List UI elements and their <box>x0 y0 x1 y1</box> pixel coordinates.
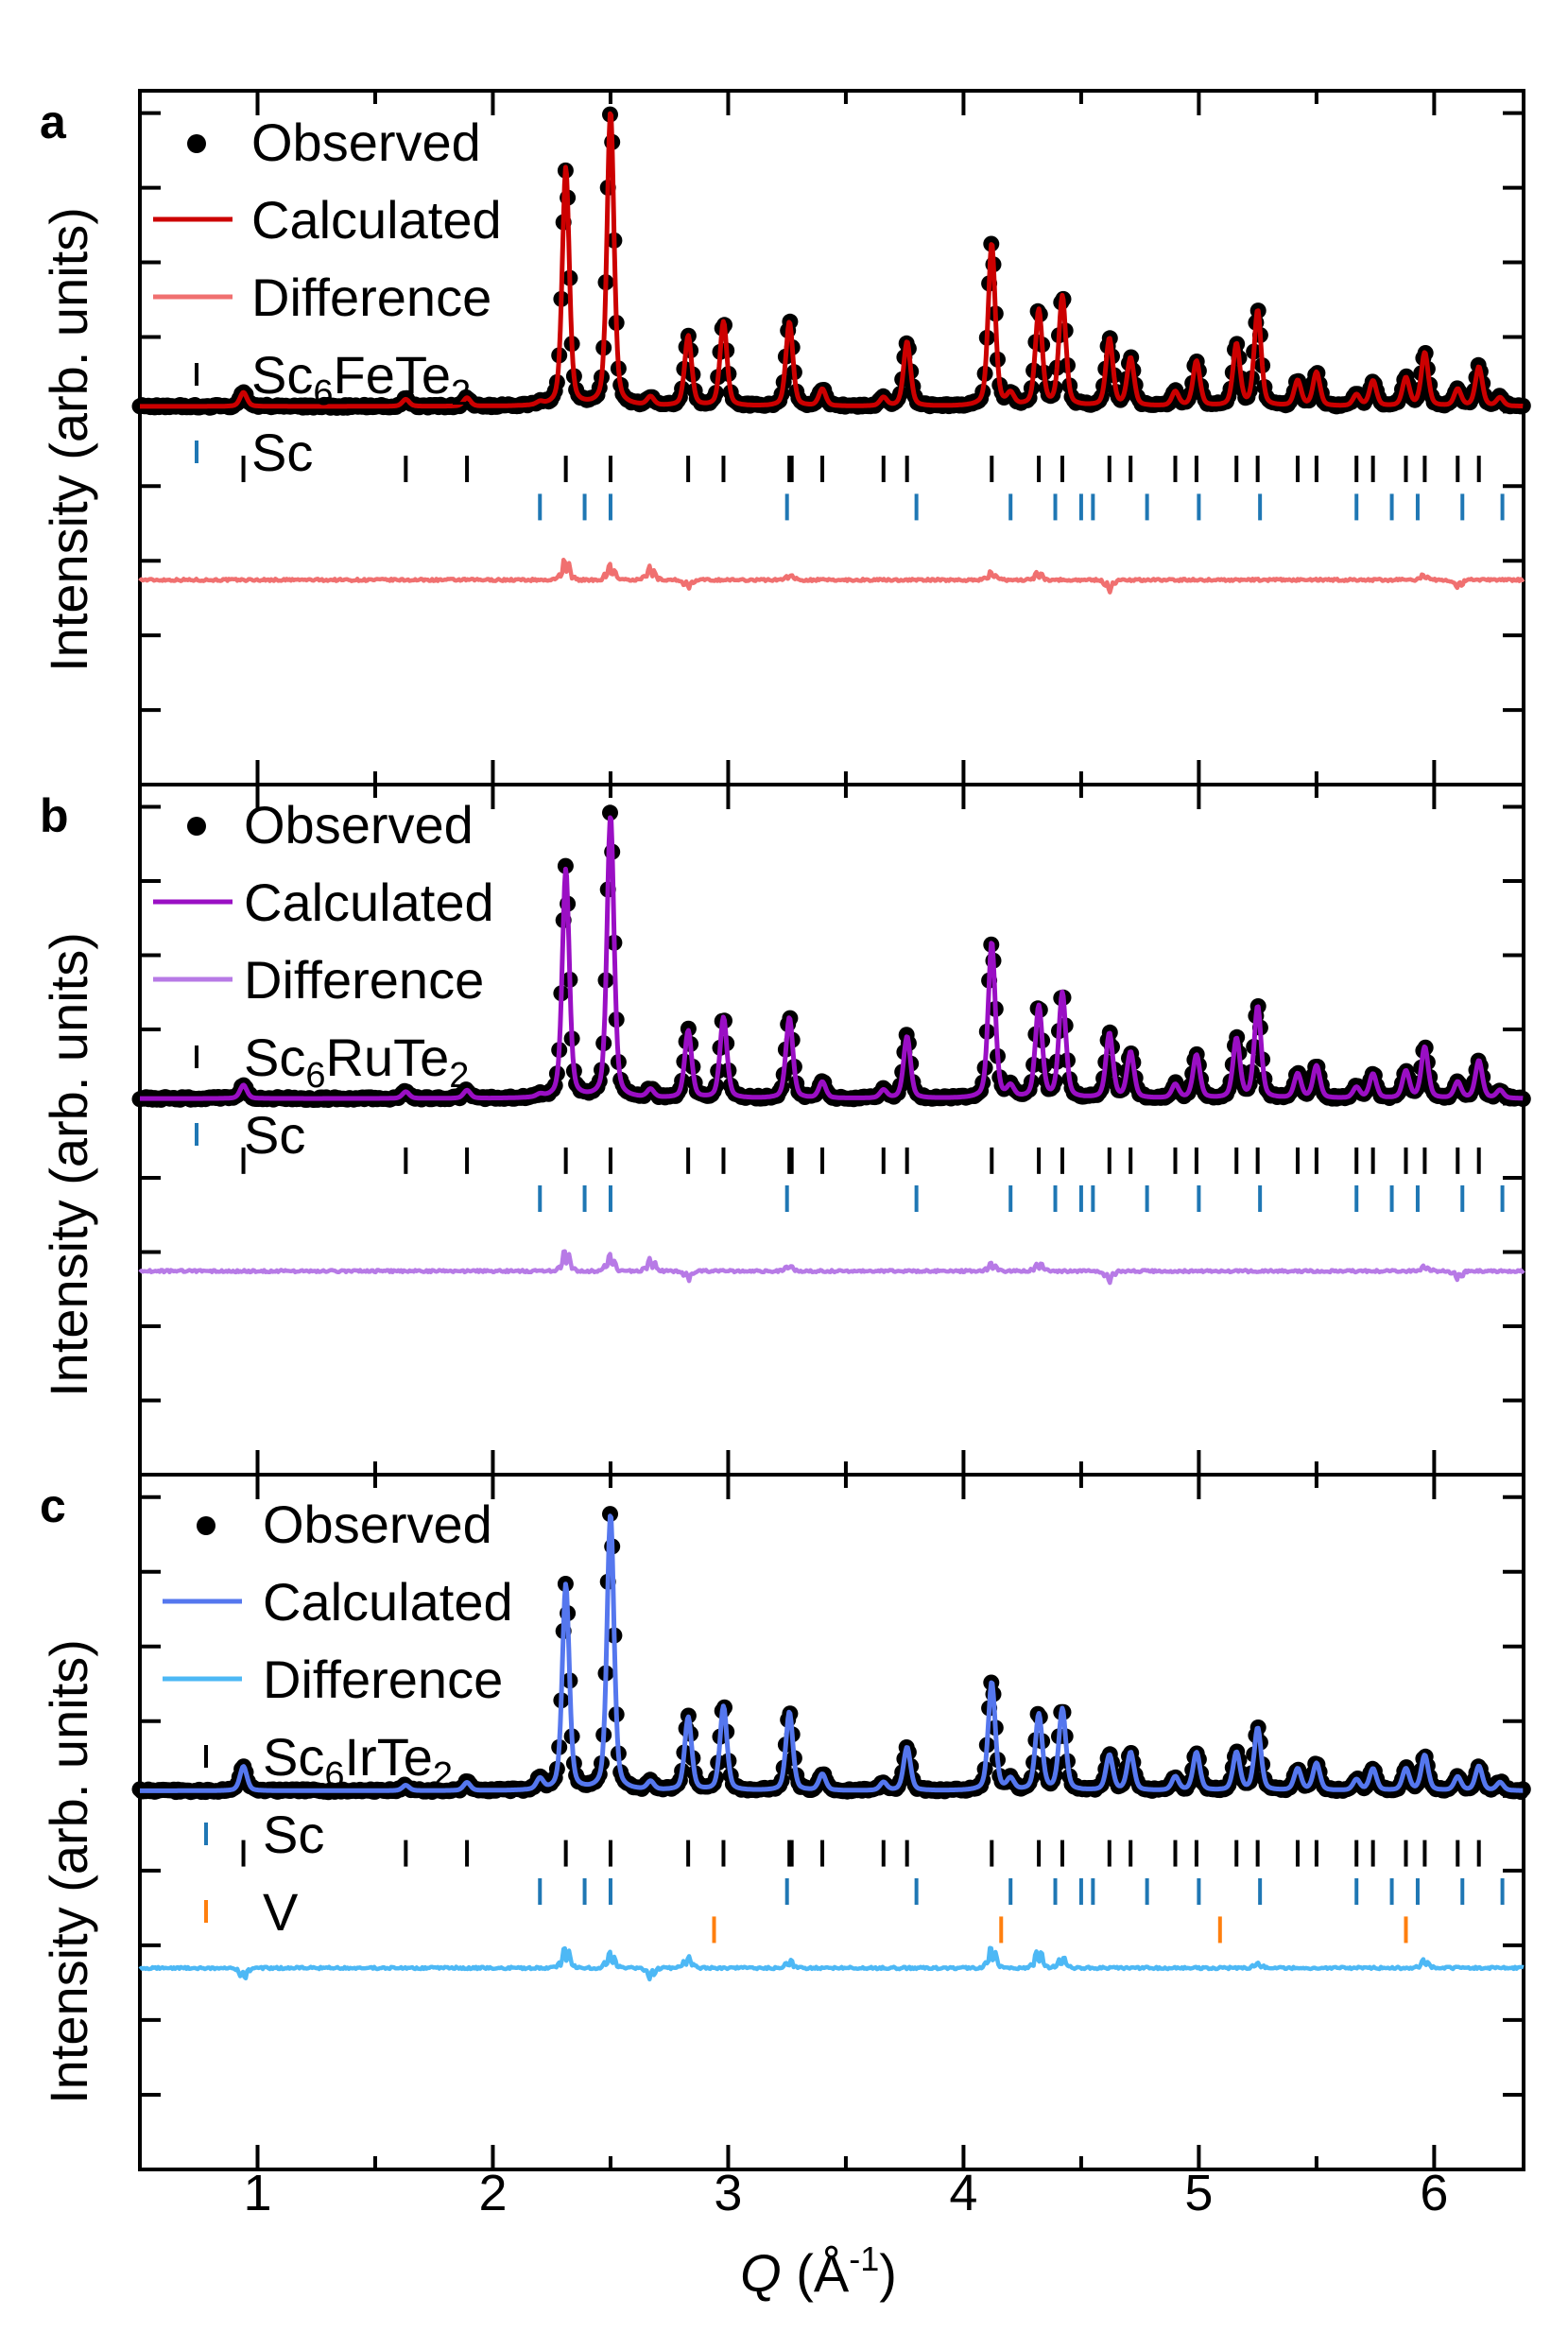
reflection-ticks-sc6rute2 <box>241 1147 1481 1174</box>
plot-frame <box>138 1473 1525 2171</box>
reflection-ticks-sc <box>538 1878 1505 1905</box>
x-tick-label: 6 <box>1420 2165 1448 2221</box>
x-tick-label: 1 <box>243 2165 271 2221</box>
x-tick-label: 4 <box>949 2165 977 2221</box>
difference-series <box>138 1249 1525 1286</box>
reflection-ticks-sc6fete2 <box>241 456 1481 483</box>
legend-label: Sc <box>251 423 313 482</box>
legend-label: Sc <box>244 1105 305 1165</box>
legend-marker <box>187 817 206 836</box>
observed-point <box>602 804 618 821</box>
observed-point <box>1514 1091 1531 1107</box>
legend: Observed Calculated Difference Sc6FeTe2 Sc <box>153 112 502 482</box>
reflection-ticks-v <box>712 1916 1408 1944</box>
difference-series <box>138 558 1525 595</box>
reflection-ticks-sc <box>538 1185 1505 1212</box>
y-axis-label-b: Intensity (arb. units) <box>39 932 98 1397</box>
legend-label: Difference <box>244 950 484 1010</box>
calculated-series <box>138 111 1525 409</box>
x-tick-label: 5 <box>1184 2165 1213 2221</box>
panel-letter: b <box>40 789 69 842</box>
legend-label: Calculated <box>251 190 502 250</box>
legend-label: Calculated <box>244 873 494 932</box>
legend: Observed Calculated Difference Sc6RuTe2 Sc <box>153 795 494 1165</box>
calculated-series <box>138 815 1525 1101</box>
panel-letter: a <box>40 95 67 148</box>
x-tick-label: 2 <box>478 2165 507 2221</box>
calculated-series <box>138 1513 1525 1793</box>
legend-label: Observed <box>244 795 474 855</box>
legend-label: V <box>263 1882 299 1942</box>
legend-label: Observed <box>251 112 481 172</box>
observed-point <box>557 857 574 874</box>
legend-label: Calculated <box>263 1572 513 1632</box>
legend-label: Sc6RuTe2 <box>244 1028 469 1096</box>
legend-label: Difference <box>251 268 491 327</box>
reflection-ticks-sc6irte2 <box>241 1840 1481 1867</box>
legend-label: Sc <box>263 1805 324 1864</box>
difference-series <box>138 1945 1525 1982</box>
legend: Observed Calculated Difference Sc6IrTe2 Sc V <box>163 1495 513 1942</box>
x-tick-label: 3 <box>714 2165 742 2221</box>
panel-b: b Observed Calculated Difference Sc6RuTe2 Sc <box>40 783 1531 1477</box>
legend-label: Difference <box>263 1650 503 1709</box>
legend-label: Sc6IrTe2 <box>263 1727 453 1795</box>
panel-c: c Observed Calculated Difference Sc6IrTe2 Sc V <box>40 1473 1531 2171</box>
y-axis-label-a: Intensity (arb. units) <box>39 207 98 672</box>
legend-label: Sc6FeTe2 <box>251 345 471 413</box>
legend-label: Observed <box>263 1495 492 1554</box>
panel-a: a Observed Calculated Difference Sc6FeTe2 Sc <box>40 89 1531 786</box>
legend-marker <box>187 134 206 153</box>
reflection-ticks-sc <box>538 493 1505 521</box>
x-tick-labels: 1 2 3 4 5 6 <box>243 2165 1448 2221</box>
panel-letter: c <box>40 1479 66 1532</box>
legend-marker <box>197 1516 215 1535</box>
y-axis-label-c: Intensity (arb. units) <box>39 1639 98 2104</box>
x-axis-label: Q (Å-1) <box>740 2239 897 2303</box>
